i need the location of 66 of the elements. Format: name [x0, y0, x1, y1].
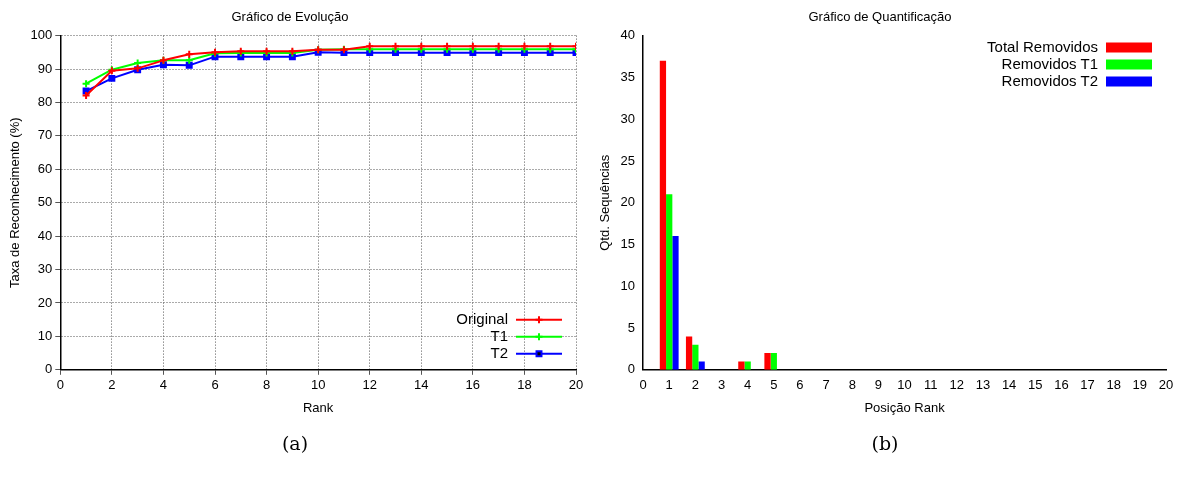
x-tick-label: 1: [665, 377, 673, 393]
legend-label: Original: [456, 309, 508, 327]
y-tick-label: 25: [620, 152, 636, 168]
y-tick-label: 40: [620, 27, 636, 43]
y-tick-label: 35: [620, 68, 636, 84]
legend-label: Removidos T1: [1001, 54, 1098, 72]
x-tick-label: 4: [744, 377, 752, 393]
x-tick-label: 4: [159, 377, 168, 393]
y-tick-label: 5: [627, 319, 636, 335]
y-tick-label: 15: [620, 236, 636, 252]
x-tick-label: 14: [1001, 377, 1017, 393]
chart-title: Gráfico de Quantificação: [808, 9, 952, 25]
x-tick-label: 20: [1158, 377, 1174, 393]
x-tick-label: 10: [310, 377, 326, 393]
x-tick-label: 18: [1106, 377, 1121, 393]
x-tick-label: 12: [362, 377, 377, 393]
x-tick-label: 16: [1054, 377, 1069, 393]
x-tick-label: 19: [1132, 377, 1148, 393]
x-tick-label: 12: [949, 377, 965, 393]
x-tick-label: 8: [262, 377, 271, 393]
x-tick-label: 16: [465, 377, 481, 393]
y-tick-label: 20: [620, 194, 636, 210]
y-tick-label: 50: [37, 194, 53, 210]
x-tick-label: 2: [691, 377, 699, 393]
x-axis-title: Posição Rank: [864, 399, 946, 415]
y-axis-title: Qtd. Sequências: [597, 154, 613, 251]
x-tick-label: 0: [56, 377, 64, 393]
x-tick-label: 9: [874, 377, 882, 393]
x-tick-label: 2: [108, 377, 116, 393]
x-tick-label: 0: [639, 377, 647, 393]
y-tick-label: 20: [37, 294, 53, 310]
x-tick-label: 18: [517, 377, 532, 393]
x-tick-label: 8: [848, 377, 856, 393]
legend-label: Removidos T2: [1001, 71, 1098, 89]
y-tick-label: 0: [627, 361, 636, 377]
x-tick-label: 15: [1028, 377, 1043, 393]
y-tick-label: 30: [620, 110, 636, 126]
y-tick-label: 40: [37, 227, 53, 243]
y-tick-label: 80: [37, 94, 53, 110]
text: (b): [870, 432, 900, 454]
y-axis-title: Taxa de Reconhecimento (%): [7, 117, 23, 288]
y-tick-label: 60: [37, 160, 53, 176]
legend-label: Total Removidos: [987, 37, 1098, 55]
text: (a): [280, 432, 310, 454]
x-tick-label: 5: [770, 377, 778, 393]
x-tick-label: 6: [796, 377, 804, 393]
x-tick-label: 3: [717, 377, 726, 393]
x-tick-label: 17: [1080, 377, 1095, 393]
x-tick-label: 14: [414, 377, 429, 393]
x-tick-label: 20: [568, 377, 584, 393]
y-tick-label: 100: [30, 27, 53, 43]
y-tick-label: 70: [37, 127, 53, 143]
x-axis-title: Rank: [302, 399, 334, 415]
x-tick-label: 13: [975, 377, 991, 393]
y-tick-label: 10: [620, 277, 636, 293]
y-tick-label: 0: [45, 361, 53, 377]
x-tick-label: 10: [897, 377, 912, 393]
y-tick-label: 10: [37, 327, 53, 343]
legend-label: T2: [490, 343, 508, 361]
x-tick-label: 6: [211, 377, 219, 393]
x-tick-label: 7: [822, 377, 830, 393]
y-tick-label: 90: [37, 60, 53, 76]
y-tick-label: 30: [37, 261, 53, 277]
legend-label: T1: [490, 326, 508, 344]
chart-title: Gráfico de Evolução: [231, 9, 349, 25]
x-tick-label: 11: [923, 377, 938, 393]
